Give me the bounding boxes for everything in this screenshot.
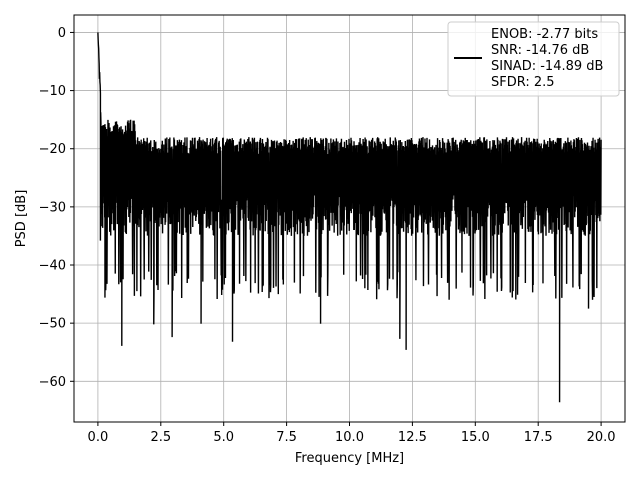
y-tick-label: 0 — [58, 26, 66, 41]
x-axis-ticks: 0.0 2.5 5.0 7.5 10.0 12.5 15.0 17.5 20.0 — [88, 422, 616, 445]
x-tick-label: 20.0 — [587, 430, 616, 445]
x-tick-label: 15.0 — [461, 430, 490, 445]
y-tick-label: −40 — [39, 259, 66, 274]
y-tick-label: −60 — [39, 375, 66, 390]
y-tick-label: −50 — [39, 317, 66, 332]
x-axis-label: Frequency [MHz] — [295, 451, 404, 466]
y-axis-label: PSD [dB] — [14, 190, 29, 248]
legend-entry-enob: ENOB: -2.77 bits — [491, 27, 598, 42]
x-tick-label: 2.5 — [150, 430, 171, 445]
x-tick-label: 10.0 — [335, 430, 364, 445]
x-tick-label: 5.0 — [213, 430, 234, 445]
series-layer — [97, 32, 602, 403]
x-tick-label: 7.5 — [276, 430, 297, 445]
x-tick-label: 12.5 — [398, 430, 427, 445]
legend: ENOB: -2.77 bits SNR: -14.76 dB SINAD: -… — [447, 21, 620, 97]
y-tick-label: −30 — [39, 200, 66, 215]
legend-entry-snr: SNR: -14.76 dB — [491, 43, 589, 58]
legend-entry-sinad: SINAD: -14.89 dB — [491, 59, 603, 74]
y-tick-label: −20 — [39, 142, 66, 157]
psd-series-line — [97, 32, 602, 403]
legend-entry-sfdr: SFDR: 2.5 — [491, 75, 555, 90]
x-tick-label: 0.0 — [88, 430, 109, 445]
legend-box — [447, 21, 620, 97]
x-tick-label: 17.5 — [524, 430, 553, 445]
y-tick-label: −10 — [39, 84, 66, 99]
y-axis-ticks: 0 −10 −20 −30 −40 −50 −60 — [39, 26, 74, 390]
